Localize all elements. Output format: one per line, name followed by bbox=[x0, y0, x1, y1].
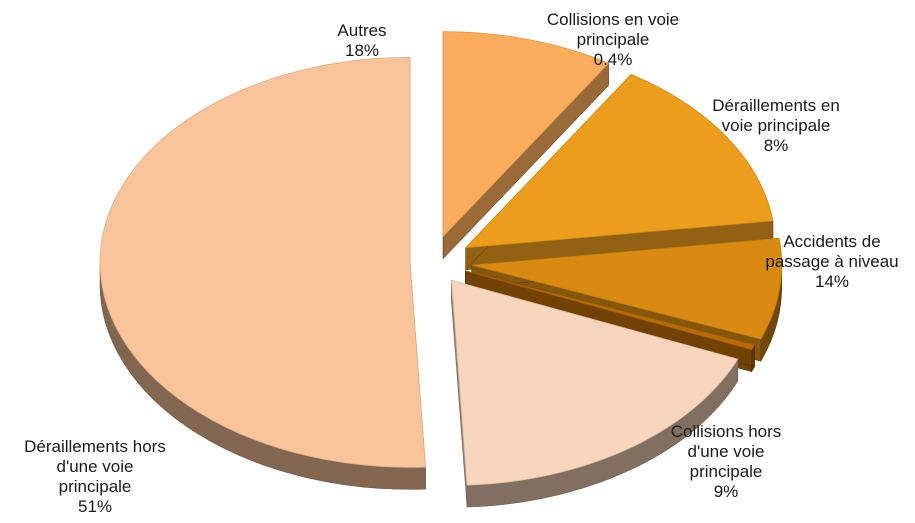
slice-label: Déraillements hors d'une voie principale 51… bbox=[24, 437, 166, 516]
slice-percent: 51% bbox=[78, 497, 112, 516]
slice-percent: 9% bbox=[714, 482, 739, 501]
pie-labels: Déraillements hors d'une voie principale 51… bbox=[24, 10, 899, 516]
slice-percent: 14% bbox=[815, 272, 849, 291]
pie-slice bbox=[99, 56, 426, 490]
slice-label-line: principale bbox=[690, 462, 763, 481]
slice-label-line: d'une voie bbox=[688, 442, 765, 461]
pie-slice bbox=[464, 73, 774, 271]
slice-percent: 8% bbox=[764, 136, 789, 155]
slice-label-line: passage à niveau bbox=[765, 252, 898, 271]
slice-label-line: Collisions en voie bbox=[547, 10, 679, 29]
slice-percent: 18% bbox=[345, 41, 379, 60]
pie-slice bbox=[442, 31, 610, 260]
slice-label-line: d'une voie bbox=[57, 457, 134, 476]
slice-label: Collisions hors d'une voie principale 9% bbox=[671, 422, 782, 501]
slice-label: Déraillements en voie principale 8% bbox=[712, 96, 840, 155]
slice-label-line: Déraillements hors bbox=[24, 437, 166, 456]
slice-label-line: Déraillements en bbox=[712, 96, 840, 115]
slice-percent: 0.4% bbox=[594, 50, 633, 69]
slice-label: Autres 18% bbox=[337, 21, 386, 60]
slice-label-line: Autres bbox=[337, 21, 386, 40]
slice-label-line: principale bbox=[59, 477, 132, 496]
slice-label-line: voie principale bbox=[722, 116, 831, 135]
slice-label-line: Collisions hors bbox=[671, 422, 782, 441]
slice-label-line: principale bbox=[577, 30, 650, 49]
slice-label-line: Accidents de bbox=[783, 232, 880, 251]
slice-label: Accidents de passage à niveau 14% bbox=[765, 232, 898, 291]
pie-slice bbox=[451, 279, 739, 508]
pie-slices bbox=[99, 31, 783, 508]
slice-label: Collisions en voie principale 0.4% bbox=[547, 10, 679, 69]
